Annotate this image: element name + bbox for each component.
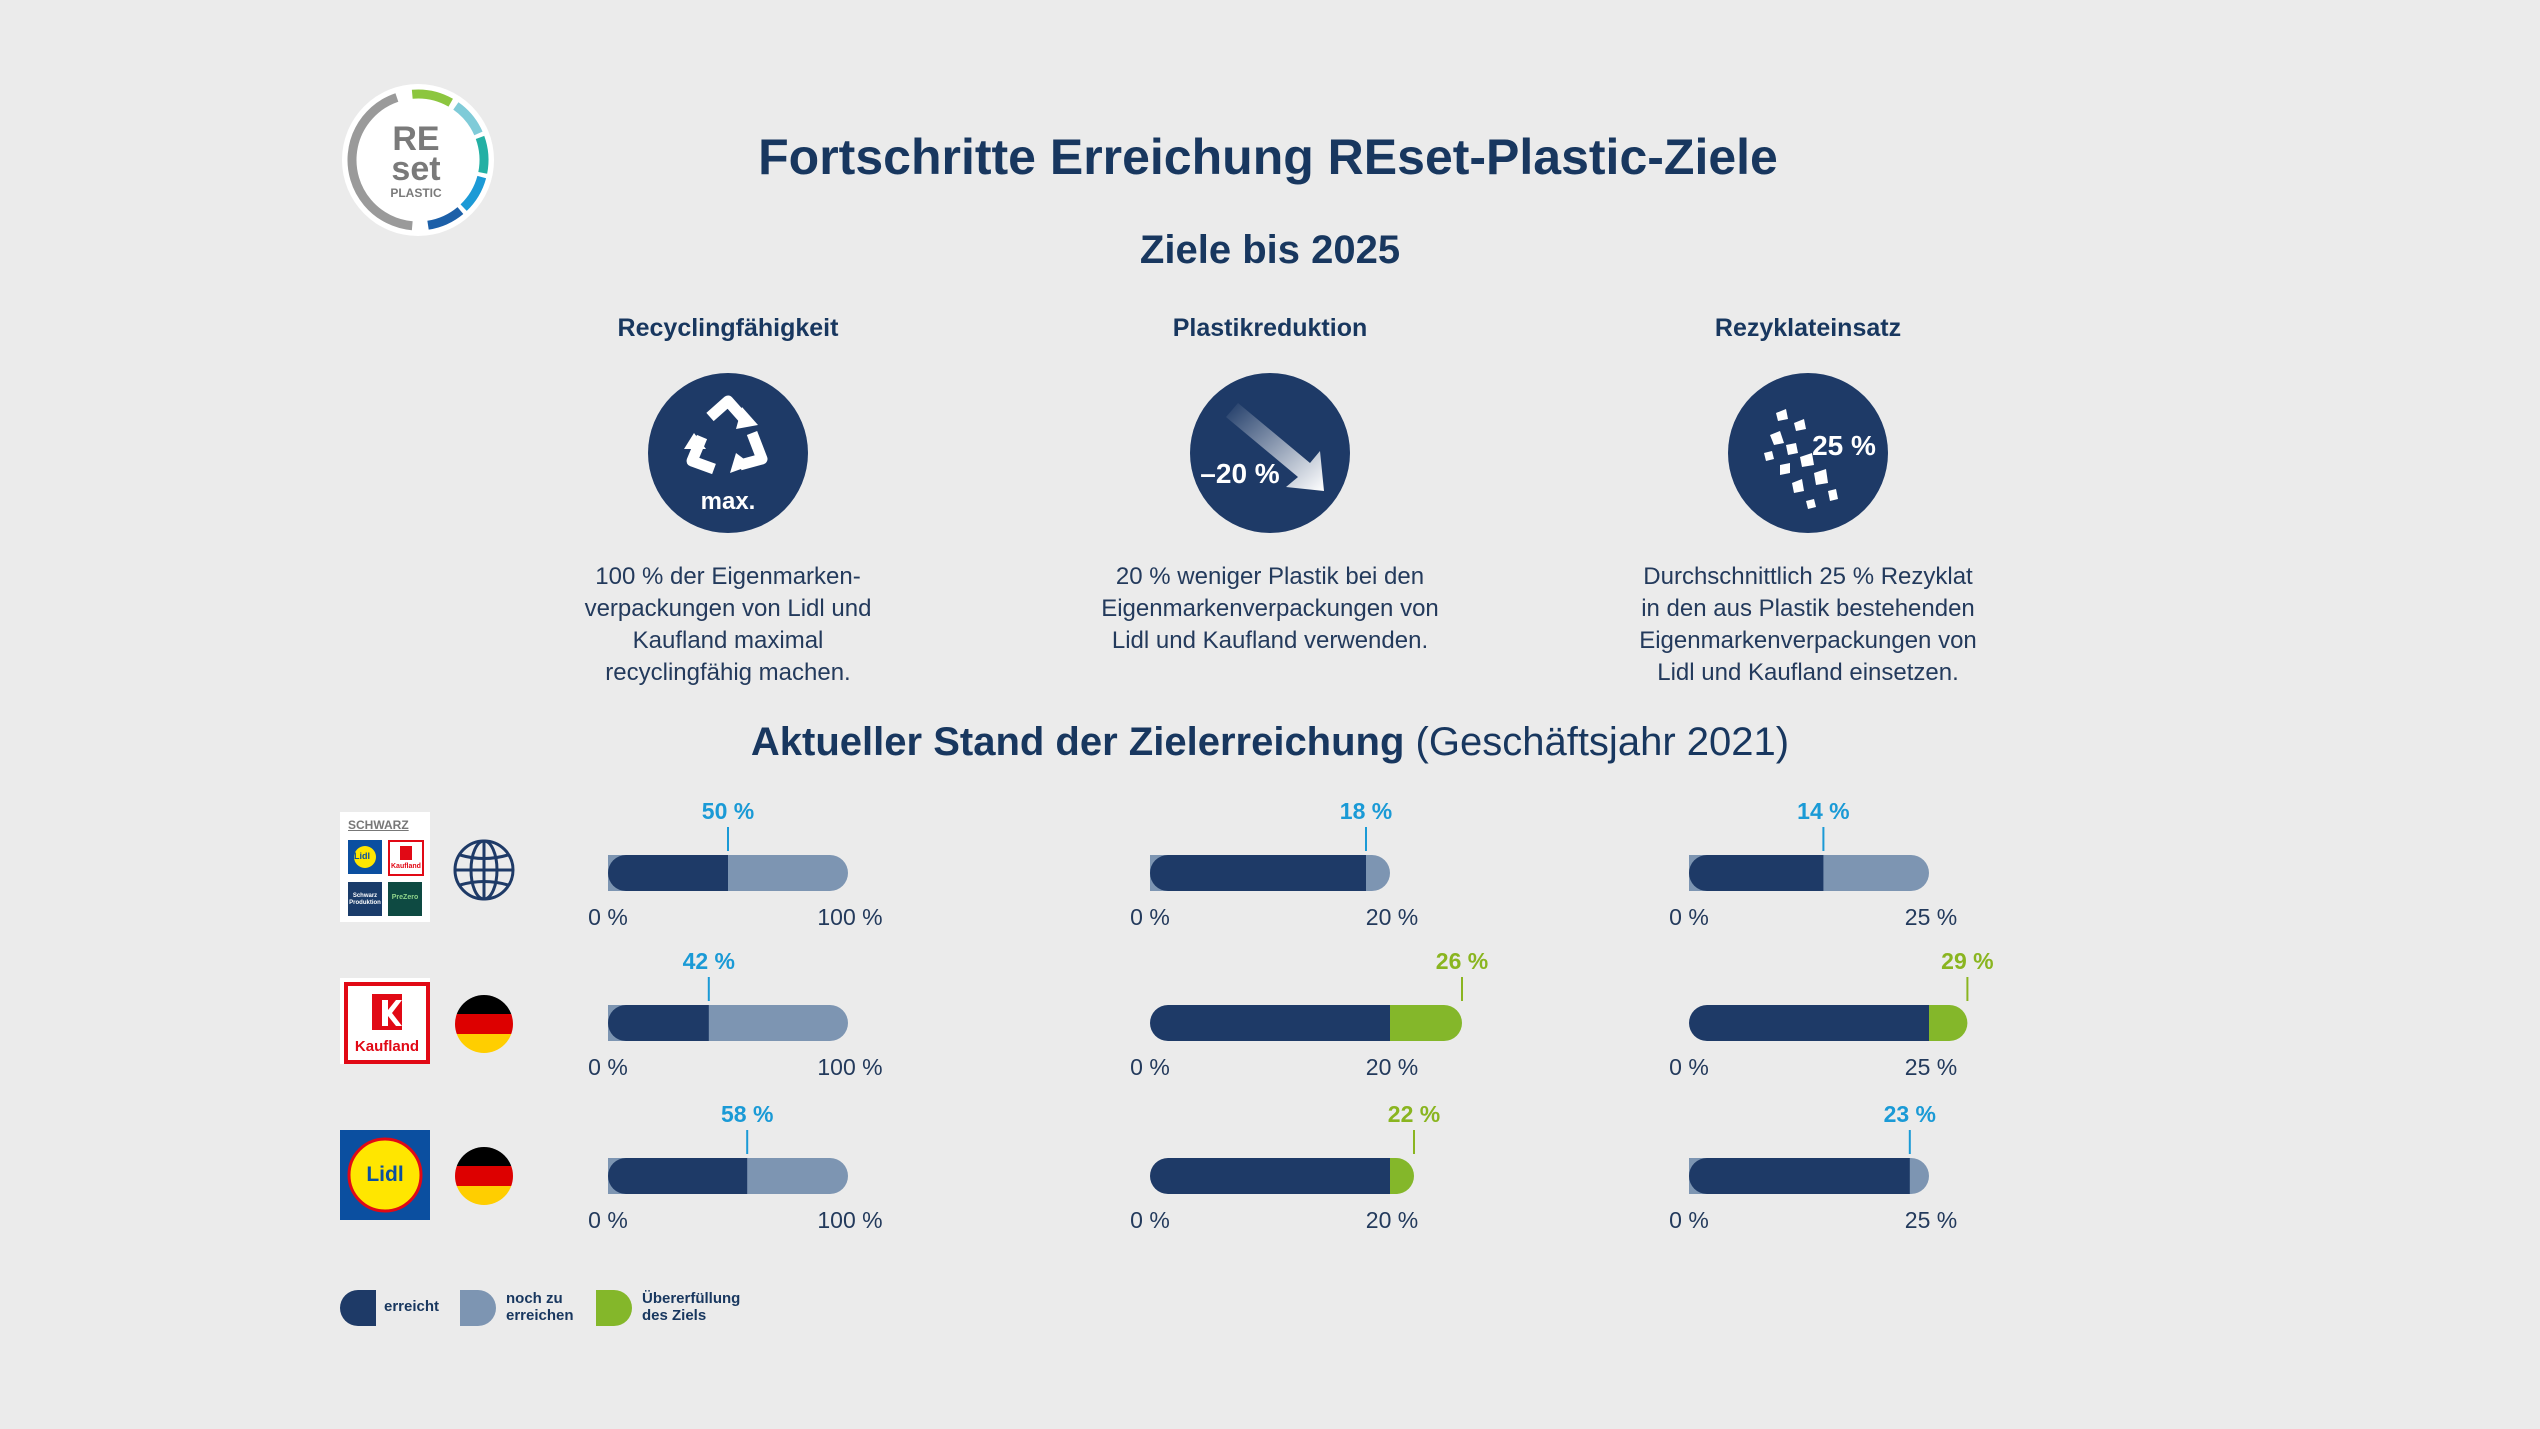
axis-target-label: 100 % xyxy=(817,904,882,930)
legend-swatch-achieved xyxy=(340,1290,376,1326)
axis-min-label: 0 % xyxy=(588,904,628,930)
logo-text-re: RE xyxy=(392,120,439,158)
axis-target-label: 20 % xyxy=(1366,1207,1418,1233)
bar-achieved xyxy=(1689,1158,1910,1194)
legend-swatch-remaining xyxy=(460,1290,496,1326)
germany-flag-icon xyxy=(454,994,514,1059)
kaufland-mini-logo: Kaufland xyxy=(388,840,424,876)
value-label: 58 % xyxy=(721,1101,773,1127)
axis-target-label: 25 % xyxy=(1905,1054,1957,1080)
bar-achieved xyxy=(608,1005,709,1041)
axis-min-label: 0 % xyxy=(1130,904,1170,930)
bar-exceeded xyxy=(1927,1005,1968,1041)
page-title: Fortschritte Erreichung REset-Plastic-Zi… xyxy=(758,129,1778,185)
kaufland-wordmark: Kaufland xyxy=(354,1038,420,1055)
goal-heading: Rezyklateinsatz xyxy=(1714,314,1902,342)
axis-min-label: 0 % xyxy=(1669,1054,1709,1080)
recycle-icon: max. xyxy=(648,373,808,533)
axis-min-label: 0 % xyxy=(1669,1207,1709,1233)
flakes-icon: 25 % xyxy=(1728,373,1888,533)
axis-target-label: 100 % xyxy=(817,1207,882,1233)
lidl-logo: Lidl xyxy=(340,1130,430,1220)
bar-achieved xyxy=(1150,1005,1390,1041)
legend-label-exceeded: Übererfüllung des Ziels xyxy=(642,1290,741,1324)
axis-min-label: 0 % xyxy=(588,1054,628,1080)
value-label: 18 % xyxy=(1340,798,1392,824)
goal-heading: Plastikreduktion xyxy=(1172,314,1368,342)
bar-achieved xyxy=(1689,1005,1929,1041)
goal-description: Durchschnittlich 25 % Rezyklat in den aus… xyxy=(1639,563,1977,686)
goal-description: 20 % weniger Plastik bei den Eigenmarkenv… xyxy=(1101,563,1439,654)
icon-label: 25 % xyxy=(1812,430,1876,461)
bar-achieved xyxy=(608,1158,748,1194)
value-label: 26 % xyxy=(1436,948,1488,974)
value-label: 22 % xyxy=(1388,1101,1440,1127)
schwarz-produktion-mini-logo: Schwarz Produktion xyxy=(348,882,382,916)
bar-achieved xyxy=(1150,1158,1390,1194)
lidl-mini-logo: Lidl xyxy=(348,840,382,874)
axis-min-label: 0 % xyxy=(1130,1054,1170,1080)
goal-recycling: Recyclingfähigkeit max. 100 % der Eigenm… xyxy=(428,314,1028,689)
value-label: 29 % xyxy=(1941,948,1993,974)
icon-label: max. xyxy=(701,488,756,515)
arrow-down-icon: –20 % xyxy=(1190,373,1350,533)
value-label: 42 % xyxy=(683,948,735,974)
axis-target-label: 20 % xyxy=(1366,904,1418,930)
bar-exceeded xyxy=(1388,1005,1462,1041)
bar-achieved xyxy=(608,855,728,891)
goal-reduction: Plastikreduktion –20 % 20 % weniger Plas… xyxy=(970,314,1570,657)
germany-flag-icon xyxy=(454,1146,514,1211)
logo-text-plastic: PLASTIC xyxy=(390,186,442,200)
bar-exceeded xyxy=(1388,1158,1414,1194)
reset-plastic-logo-ring: RE set PLASTIC xyxy=(342,84,494,236)
legend: erreicht noch zu erreichen Übererfüllung d… xyxy=(340,1288,800,1328)
prezero-mini-logo: PreZero xyxy=(388,882,422,916)
reset-plastic-logo: RE set PLASTIC xyxy=(338,80,498,240)
goal-description: 100 % der Eigenmarken-verpackungen von L… xyxy=(584,563,872,686)
schwarz-wordmark: SCHWARZ xyxy=(348,818,409,832)
globe-icon xyxy=(452,838,516,907)
value-label: 14 % xyxy=(1797,798,1849,824)
goals-title: Ziele bis 2025 xyxy=(1139,228,1401,272)
value-label: 23 % xyxy=(1884,1101,1936,1127)
kaufland-logo: Kaufland xyxy=(340,978,430,1064)
goal-recyclate: Rezyklateinsatz 25 % Durchschnittlich 25… xyxy=(1508,314,2108,689)
axis-min-label: 0 % xyxy=(1669,904,1709,930)
status-title: Aktueller Stand der Zielerreichung (Gesc… xyxy=(750,720,1790,764)
goal-heading: Recyclingfähigkeit xyxy=(617,314,839,342)
axis-target-label: 25 % xyxy=(1905,904,1957,930)
bar-achieved xyxy=(1689,855,1824,891)
legend-label-remaining: noch zu erreichen xyxy=(506,1290,574,1324)
axis-target-label: 100 % xyxy=(817,1054,882,1080)
value-label: 50 % xyxy=(702,798,754,824)
icon-label: –20 % xyxy=(1200,458,1279,489)
legend-swatch-exceeded xyxy=(596,1290,632,1326)
axis-min-label: 0 % xyxy=(588,1207,628,1233)
logo-text-set: set xyxy=(391,150,440,188)
lidl-wordmark: Lidl xyxy=(366,1163,404,1186)
schwarz-group-logo: SCHWARZ Lidl Kaufland Schwarz Produktion… xyxy=(340,812,430,922)
legend-label-achieved: erreicht xyxy=(384,1298,440,1315)
axis-target-label: 20 % xyxy=(1366,1054,1418,1080)
axis-target-label: 25 % xyxy=(1905,1207,1957,1233)
axis-min-label: 0 % xyxy=(1130,1207,1170,1233)
bar-achieved xyxy=(1150,855,1366,891)
